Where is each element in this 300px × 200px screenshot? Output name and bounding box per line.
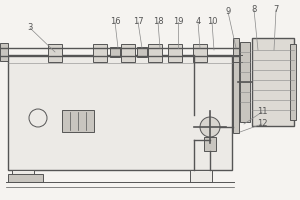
Circle shape [200,117,220,137]
Bar [190,170,212,182]
Text: 12: 12 [257,119,267,129]
Bar [12,170,34,182]
Text: 11: 11 [257,108,267,116]
Bar [110,47,120,57]
Text: 9: 9 [225,7,231,17]
Text: 3: 3 [27,23,33,32]
Bar [62,110,94,132]
Bar [121,44,135,62]
Bar [93,44,107,62]
Circle shape [29,109,47,127]
Text: 4: 4 [195,18,201,26]
Bar [0,43,8,61]
Text: 17: 17 [133,18,143,26]
Bar [193,44,207,62]
Bar [8,55,232,170]
Text: 7: 7 [273,5,279,15]
Bar [252,38,294,126]
Bar [48,44,62,62]
Text: 16: 16 [110,18,120,26]
Bar [204,137,216,151]
Bar [290,44,296,120]
Bar [148,44,162,62]
Bar [8,174,43,182]
Bar [233,38,239,133]
Text: 18: 18 [153,18,163,26]
Bar [137,47,147,57]
Text: 8: 8 [251,5,257,15]
Bar [168,44,182,62]
Text: 10: 10 [207,18,217,26]
Bar [240,42,250,122]
Text: 19: 19 [173,18,183,26]
